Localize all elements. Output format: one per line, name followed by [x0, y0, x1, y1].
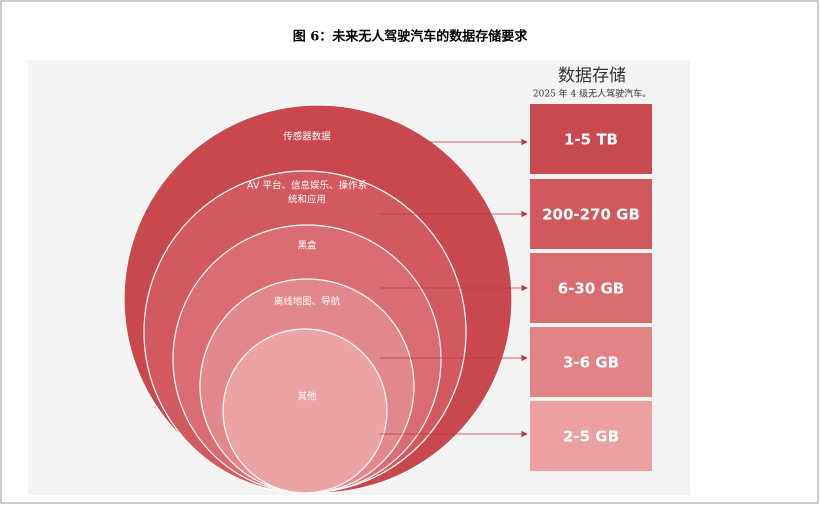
layer-circle [222, 328, 388, 494]
storage-label: 200-270 GB [542, 206, 640, 224]
storage-box [530, 179, 652, 249]
layer-label: AV 平台、信息娱乐、操作系 [247, 180, 367, 192]
panel-title: 数据存储 [558, 66, 626, 86]
storage-label: 3-6 GB [563, 354, 619, 372]
panel-subtitle: 2025 年 4 级无人驾驶汽车。 [533, 88, 651, 100]
layer-label: 黑盒 [297, 240, 317, 252]
storage-label: 6-30 GB [558, 280, 625, 298]
layer-label: 统和应用 [288, 194, 326, 206]
layer-label: 离线地图、导航 [274, 296, 341, 308]
storage-box [530, 104, 652, 174]
storage-box [530, 327, 652, 397]
storage-boxes: 1-5 TB 200-270 GB 6-30 GB 3-6 GB 2-5 GB [530, 104, 652, 471]
storage-label: 1-5 TB [564, 131, 618, 149]
storage-box [530, 253, 652, 323]
storage-label: 2-5 GB [563, 428, 619, 446]
layer-label: 传感器数据 [283, 131, 331, 143]
figure-title: 图 6：未来无人驾驶汽车的数据存储要求 [293, 29, 529, 45]
storage-box [530, 401, 652, 471]
layer-label: 其他 [297, 391, 317, 403]
